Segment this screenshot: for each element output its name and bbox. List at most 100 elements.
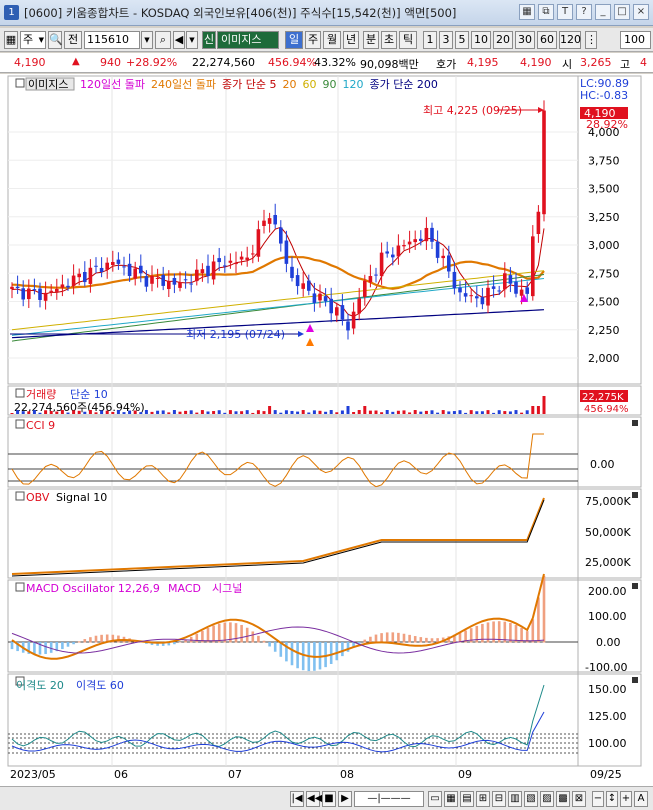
interval-3[interactable]: 3	[439, 31, 453, 49]
macd-histogram-bar	[537, 597, 540, 643]
tool-icon[interactable]: ▤	[460, 791, 474, 807]
stock-tag: 이미지스	[28, 78, 68, 91]
market-type-select[interactable]: 주 ▼	[20, 31, 46, 49]
app-icon: 1	[4, 5, 19, 20]
bid-value: 4,190	[520, 56, 552, 69]
macd-histogram-bar	[397, 632, 400, 643]
interval-20[interactable]: 20	[493, 31, 513, 49]
rewind-icon[interactable]: ◀◀	[306, 791, 322, 807]
panel-close-icon[interactable]	[632, 583, 638, 589]
volume-bar	[284, 410, 288, 414]
period-second[interactable]: 초	[381, 31, 397, 49]
macd-histogram-bar	[425, 637, 428, 643]
macd-histogram-bar	[352, 642, 355, 648]
candle-body	[223, 265, 227, 267]
period-week[interactable]: 주	[305, 31, 321, 49]
panel-close-icon[interactable]	[632, 677, 638, 683]
macd-histogram-bar	[475, 625, 479, 643]
interval-120[interactable]: 120	[559, 31, 581, 49]
count-input[interactable]: 100	[620, 31, 651, 49]
maximize-icon[interactable]: □	[614, 4, 630, 20]
volume-bar	[256, 410, 260, 414]
period-day[interactable]: 일	[285, 31, 303, 49]
restore-icon[interactable]: ⧉	[538, 4, 554, 20]
settings-icon[interactable]: ⋮	[585, 31, 597, 49]
macd-histogram-bar	[497, 621, 501, 643]
grid-toggle-icon[interactable]: ▦	[4, 31, 18, 49]
period-minute[interactable]: 분	[363, 31, 379, 49]
autoscale-icon[interactable]: A	[634, 791, 648, 807]
zoom-in-icon[interactable]: +	[620, 791, 632, 807]
chart-svg[interactable]: 이미지스 120일선 돌파 240일선 돌파 종가 단순 5 20 60 90 120 종가 …	[0, 74, 653, 786]
candle-body	[27, 288, 31, 300]
zoom-out-icon[interactable]: −	[592, 791, 604, 807]
open-value: 3,265	[580, 56, 612, 69]
zoom-icon[interactable]: ▭	[428, 791, 442, 807]
obv-panel: OBV Signal 10 75,000K 50,000K 25,000K	[11, 491, 638, 577]
minimize-icon[interactable]: _	[595, 4, 611, 20]
volume-bar	[111, 411, 115, 414]
search-icon[interactable]: 🔍	[48, 31, 63, 49]
volume-bar	[156, 410, 160, 414]
tool-icon[interactable]: ▨	[540, 791, 554, 807]
volume-bar	[77, 410, 81, 414]
candle-body	[245, 257, 249, 260]
help-icon[interactable]: ?	[576, 4, 592, 20]
stop-icon[interactable]: ■	[322, 791, 336, 807]
period-tick[interactable]: 틱	[399, 31, 417, 49]
tool-icon[interactable]: ▥	[508, 791, 522, 807]
toolbar: ▦ 주 ▼ 🔍 전 115610 ▼ ⌕ ◀ ▼ 신 이미지스 일 주 월 년 분…	[0, 28, 653, 52]
interval-1[interactable]: 1	[423, 31, 437, 49]
macd-histogram-bar	[481, 623, 484, 643]
panel-close-icon[interactable]	[632, 492, 638, 498]
tool-icon[interactable]: ▧	[524, 791, 538, 807]
price-tick: 3,000	[588, 239, 620, 252]
first-icon[interactable]: |◀	[290, 791, 304, 807]
interval-10[interactable]: 10	[471, 31, 491, 49]
obv-line	[11, 497, 545, 575]
speaker-icon[interactable]: ◀	[173, 31, 185, 49]
grid-icon[interactable]: ▦	[519, 4, 535, 20]
speaker-dropdown-icon[interactable]: ▼	[186, 31, 198, 49]
candle-body	[15, 286, 20, 289]
candle-body	[71, 275, 76, 286]
move-icon[interactable]: ↕	[606, 791, 618, 807]
forward-icon[interactable]: ▶	[338, 791, 352, 807]
volume-bar	[536, 406, 540, 414]
find-icon[interactable]: ⌕	[155, 31, 171, 49]
candle-body	[379, 252, 384, 277]
period-month[interactable]: 월	[323, 31, 341, 49]
candle-body	[491, 286, 496, 289]
obv-signal-line	[11, 499, 545, 577]
code-dropdown-icon[interactable]: ▼	[141, 31, 153, 49]
code-input[interactable]: 115610	[84, 31, 140, 49]
close-icon[interactable]: ×	[633, 4, 649, 20]
tool-icon[interactable]: ▦	[444, 791, 458, 807]
candle-body	[150, 275, 154, 284]
chart-area[interactable]: 이미지스 120일선 돌파 240일선 돌파 종가 단순 5 20 60 90 120 종가 …	[0, 74, 653, 786]
tool-icon[interactable]: ⊟	[492, 791, 506, 807]
interval-5[interactable]: 5	[455, 31, 469, 49]
interval-60[interactable]: 60	[537, 31, 557, 49]
panel-close-icon[interactable]	[632, 420, 638, 426]
whole-button[interactable]: 전	[64, 31, 82, 49]
volume-bar	[486, 410, 490, 414]
tool-icon[interactable]: ⊞	[476, 791, 490, 807]
macd-histogram-bar	[363, 639, 367, 643]
macd-histogram-bar	[10, 642, 14, 650]
volume-bar	[307, 412, 311, 414]
macd-histogram-bar	[391, 632, 395, 643]
candle-body	[200, 269, 205, 274]
macd-tick: 200.00	[588, 585, 627, 598]
tool-icon[interactable]: ▩	[556, 791, 570, 807]
volume-bar	[352, 412, 356, 414]
period-year[interactable]: 년	[343, 31, 359, 49]
interval-30[interactable]: 30	[515, 31, 535, 49]
text-icon[interactable]: T	[557, 4, 573, 20]
signal-up-icon	[520, 294, 528, 302]
tool-icon[interactable]: ⊠	[572, 791, 586, 807]
volume-last-tag: 22,275K	[582, 392, 624, 403]
vertical-gridlines	[111, 76, 457, 766]
scroll-slider[interactable]: —|———	[354, 791, 424, 807]
candle-body	[178, 282, 182, 288]
